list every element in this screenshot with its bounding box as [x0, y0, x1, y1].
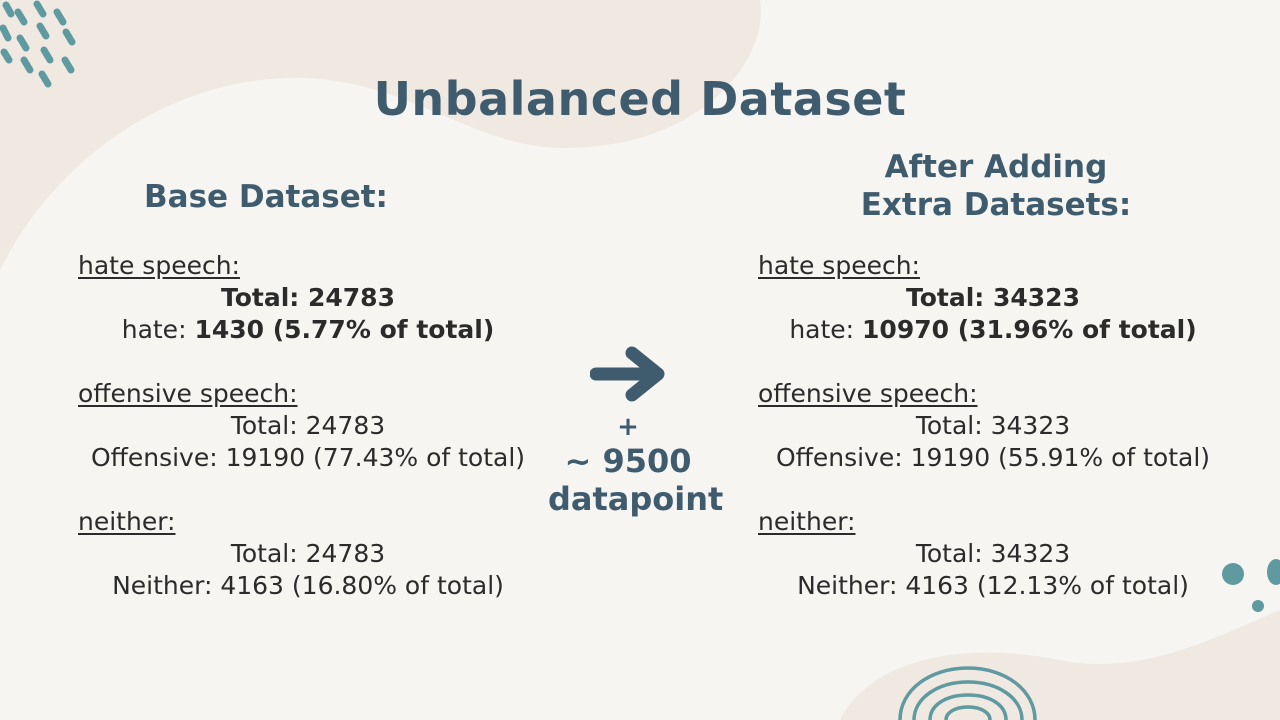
neither-label: neither: — [758, 507, 856, 536]
hate-prefix: hate: — [121, 315, 195, 344]
base-dataset-column: hate speech: Total: 24783 hate: 1430 (5.… — [78, 250, 548, 634]
dots-icon — [1222, 559, 1280, 612]
offensive-speech-section: offensive speech: Total: 24783 Offensive… — [78, 378, 548, 474]
offensive-speech-label: offensive speech: — [78, 379, 298, 408]
slide-title: Unbalanced Dataset — [373, 72, 907, 126]
hate-value: 10970 (31.96% of total) — [862, 315, 1197, 344]
neither-section: neither: Total: 34323 Neither: 4163 (12.… — [758, 506, 1228, 602]
hate-prefix: hate: — [789, 315, 863, 344]
hate-count-line: hate: 1430 (5.77% of total) — [78, 314, 538, 346]
plus-sign: + — [617, 412, 639, 442]
hate-total: Total: 24783 — [221, 283, 395, 312]
bottom-blob-shape — [840, 610, 1280, 720]
extended-dataset-column: hate speech: Total: 34323 hate: 10970 (3… — [758, 250, 1228, 634]
neither-count: Neither: 4163 (16.80% of total) — [112, 571, 504, 600]
hate-speech-label: hate speech: — [758, 251, 920, 280]
added-unit: datapoint — [548, 480, 724, 518]
base-dataset-heading: Base Dataset: — [144, 179, 388, 215]
hate-speech-section: hate speech: Total: 34323 hate: 10970 (3… — [758, 250, 1228, 346]
neither-count: Neither: 4163 (12.13% of total) — [797, 571, 1189, 600]
arrow-right-icon — [589, 346, 665, 402]
top-blob-shape — [0, 0, 761, 270]
dash-pattern-icon — [0, 0, 76, 88]
hate-speech-label: hate speech: — [78, 251, 240, 280]
hate-speech-section: hate speech: Total: 24783 hate: 1430 (5.… — [78, 250, 548, 346]
offensive-total: Total: 34323 — [915, 411, 1071, 440]
added-data-indicator: + ~ 9500 datapoint — [548, 346, 724, 518]
neither-section: neither: Total: 24783 Neither: 4163 (16.… — [78, 506, 548, 602]
hate-total: Total: 34323 — [906, 283, 1080, 312]
neither-total: Total: 24783 — [230, 539, 386, 568]
hate-count-line: hate: 10970 (31.96% of total) — [758, 314, 1228, 346]
offensive-speech-label: offensive speech: — [758, 379, 978, 408]
extra-datasets-heading: After Adding Extra Datasets: — [800, 148, 1192, 224]
offensive-speech-section: offensive speech: Total: 34323 Offensive… — [758, 378, 1228, 474]
neither-total: Total: 34323 — [915, 539, 1071, 568]
offensive-count: Offensive: 19190 (77.43% of total) — [90, 443, 526, 472]
offensive-count: Offensive: 19190 (55.91% of total) — [775, 443, 1211, 472]
offensive-total: Total: 24783 — [230, 411, 386, 440]
extra-datasets-heading-line2: Extra Datasets: — [860, 187, 1132, 223]
concentric-arcs-icon — [898, 666, 1037, 720]
neither-label: neither: — [78, 507, 176, 536]
added-amount: ~ 9500 — [564, 442, 692, 480]
extra-datasets-heading-line1: After Adding — [884, 149, 1108, 185]
hate-value: 1430 (5.77% of total) — [194, 315, 495, 344]
